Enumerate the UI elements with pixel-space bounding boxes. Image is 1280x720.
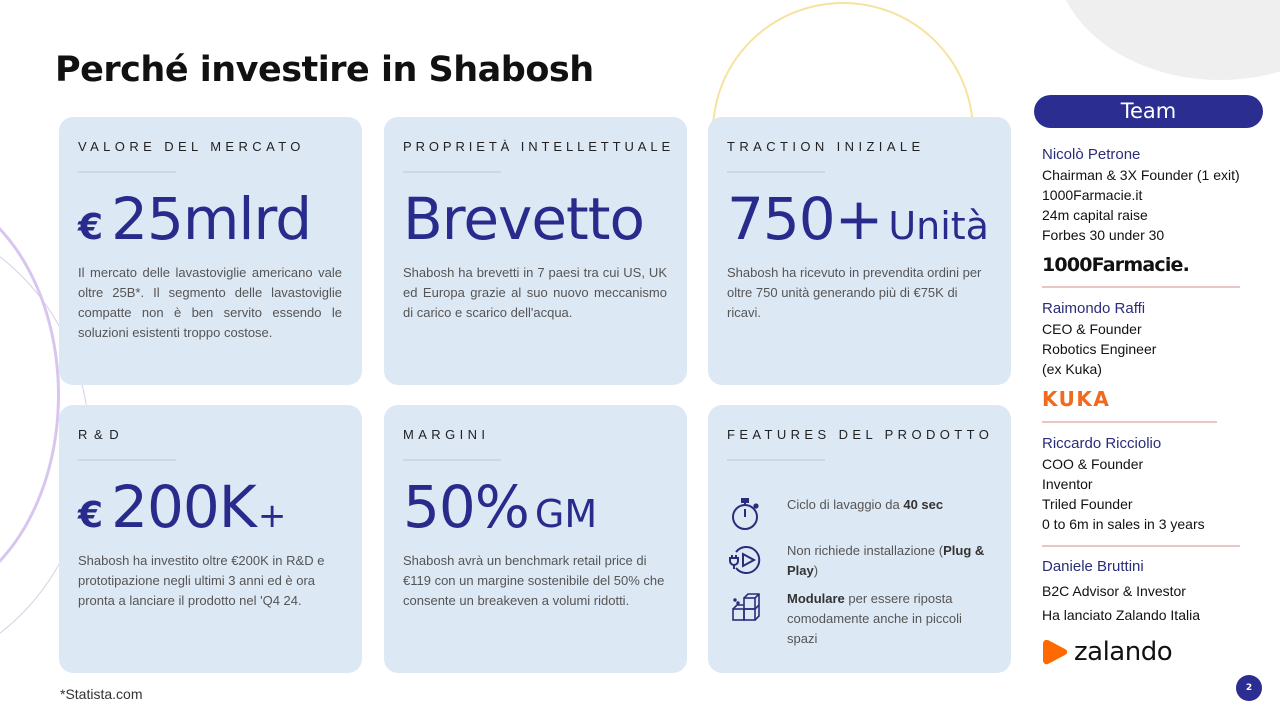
card-headline: € 200K + xyxy=(78,473,342,543)
card-margins: MARGINI 50% GM Shabosh avrà un benchmark… xyxy=(384,405,687,673)
member-name: Riccardo Ricciolio xyxy=(1042,435,1162,452)
card-label: PROPRIETÀ INTELLETTUALE xyxy=(403,139,675,154)
team-heading: Team xyxy=(1034,95,1263,128)
member-name: Raimondo Raffi xyxy=(1042,300,1146,317)
member-divider xyxy=(1042,545,1240,547)
member-detail: CEO & Founder xyxy=(1042,321,1142,337)
logo-1000farmacie: 1000Farmacie. xyxy=(1042,254,1190,276)
card-rnd: R & D € 200K + Shabosh ha investito oltr… xyxy=(59,405,362,673)
zalando-play-icon xyxy=(1043,640,1068,665)
euro-sign: € xyxy=(78,495,104,536)
card-headline: 50% GM xyxy=(403,473,667,543)
member-detail: 0 to 6m in sales in 3 years xyxy=(1042,516,1205,532)
modular-cubes-icon xyxy=(727,589,765,627)
card-divider xyxy=(727,171,825,173)
card-description: Shabosh ha ricevuto in prevendita ordini… xyxy=(727,265,982,320)
team-panel: Team Nicolò Petrone Chairman & 3X Founde… xyxy=(1034,95,1264,667)
member-divider xyxy=(1042,421,1217,423)
team-member-riccardo-ricciolio: Riccardo Ricciolio COO & Founder Invento… xyxy=(1042,434,1264,547)
card-label: VALORE DEL MERCATO xyxy=(78,139,305,154)
card-label: MARGINI xyxy=(403,427,490,442)
headline-value: 50% xyxy=(403,473,530,541)
card-divider xyxy=(78,459,176,461)
feature-list: Ciclo di lavaggio da 40 sec Non richiede… xyxy=(727,495,991,649)
card-description: Shabosh ha investito oltre €200K in R&D … xyxy=(78,553,325,608)
card-traction: TRACTION INIZIALE 750+ Unità Shabosh ha … xyxy=(708,117,1011,385)
card-intellectual-property: PROPRIETÀ INTELLETTUALE Brevetto Shabosh… xyxy=(384,117,687,385)
member-detail: 24m capital raise xyxy=(1042,207,1148,223)
decorative-gray-circle xyxy=(1055,0,1280,80)
card-label: FEATURES DEL PRODOTTO xyxy=(727,427,994,442)
team-member-nicolo-petrone: Nicolò Petrone Chairman & 3X Founder (1 … xyxy=(1042,145,1264,288)
member-detail: COO & Founder xyxy=(1042,456,1144,472)
team-member-raimondo-raffi: Raimondo Raffi CEO & Founder Robotics En… xyxy=(1042,299,1264,423)
member-name: Nicolò Petrone xyxy=(1042,146,1141,163)
zalando-wordmark: zalando xyxy=(1074,637,1173,667)
headline-suffix: + xyxy=(257,496,287,536)
card-description: Shabosh avrà un benchmark retail price d… xyxy=(403,553,665,608)
member-detail: Inventor xyxy=(1042,476,1093,492)
card-divider xyxy=(727,459,825,461)
member-detail: (ex Kuka) xyxy=(1042,361,1102,377)
plug-play-icon xyxy=(727,541,765,579)
card-divider xyxy=(403,171,501,173)
headline-value: 750+ xyxy=(727,185,883,253)
feature-text: Modulare per essere riposta comodamente … xyxy=(787,591,962,646)
card-headline: Brevetto xyxy=(403,185,667,255)
card-label: R & D xyxy=(78,427,121,442)
card-divider xyxy=(78,171,176,173)
card-headline: 750+ Unità xyxy=(727,185,991,255)
team-member-daniele-bruttini: Daniele Bruttini B2C Advisor & Investor … xyxy=(1042,557,1264,667)
logo-zalando: zalando xyxy=(1042,637,1264,667)
stopwatch-icon xyxy=(727,495,765,533)
feature-item-plug-play: Non richiede installazione (Plug & Play) xyxy=(727,541,991,581)
page-title: Perché investire in Shabosh xyxy=(55,50,594,90)
member-detail: Robotics Engineer xyxy=(1042,341,1157,357)
card-description: Il mercato delle lavastoviglie americano… xyxy=(78,265,342,340)
source-footnote: *Statista.com xyxy=(60,686,143,702)
headline-value: 200K xyxy=(111,473,257,541)
headline-suffix: Unità xyxy=(888,204,989,248)
euro-sign: € xyxy=(78,207,104,248)
member-detail: Ha lanciato Zalando Italia xyxy=(1042,607,1200,623)
card-product-features: FEATURES DEL PRODOTTO Ciclo di lavaggio … xyxy=(708,405,1011,673)
member-detail: B2C Advisor & Investor xyxy=(1042,583,1186,599)
feature-item-modular: Modulare per essere riposta comodamente … xyxy=(727,589,991,649)
member-divider xyxy=(1042,286,1240,288)
member-detail: Chairman & 3X Founder (1 exit) xyxy=(1042,167,1240,183)
member-detail: Forbes 30 under 30 xyxy=(1042,227,1165,243)
logo-kuka: KUKA xyxy=(1042,387,1111,411)
card-market-value: VALORE DEL MERCATO € 25mlrd Il mercato d… xyxy=(59,117,362,385)
feature-text: Non richiede installazione (Plug & Play) xyxy=(787,543,985,578)
card-divider xyxy=(403,459,501,461)
card-headline: € 25mlrd xyxy=(78,185,342,255)
feature-item-wash-cycle: Ciclo di lavaggio da 40 sec xyxy=(727,495,991,533)
headline-suffix: GM xyxy=(534,492,598,536)
feature-text: Ciclo di lavaggio da 40 sec xyxy=(787,497,944,512)
headline-value: Brevetto xyxy=(403,185,645,253)
page-number-badge: 2 xyxy=(1236,675,1262,701)
card-label: TRACTION INIZIALE xyxy=(727,139,925,154)
member-detail: 1000Farmacie.it xyxy=(1042,187,1143,203)
member-detail: Triled Founder xyxy=(1042,496,1133,512)
headline-value: 25mlrd xyxy=(111,185,312,253)
card-description: Shabosh ha brevetti in 7 paesi tra cui U… xyxy=(403,265,667,320)
member-name: Daniele Bruttini xyxy=(1042,558,1144,575)
